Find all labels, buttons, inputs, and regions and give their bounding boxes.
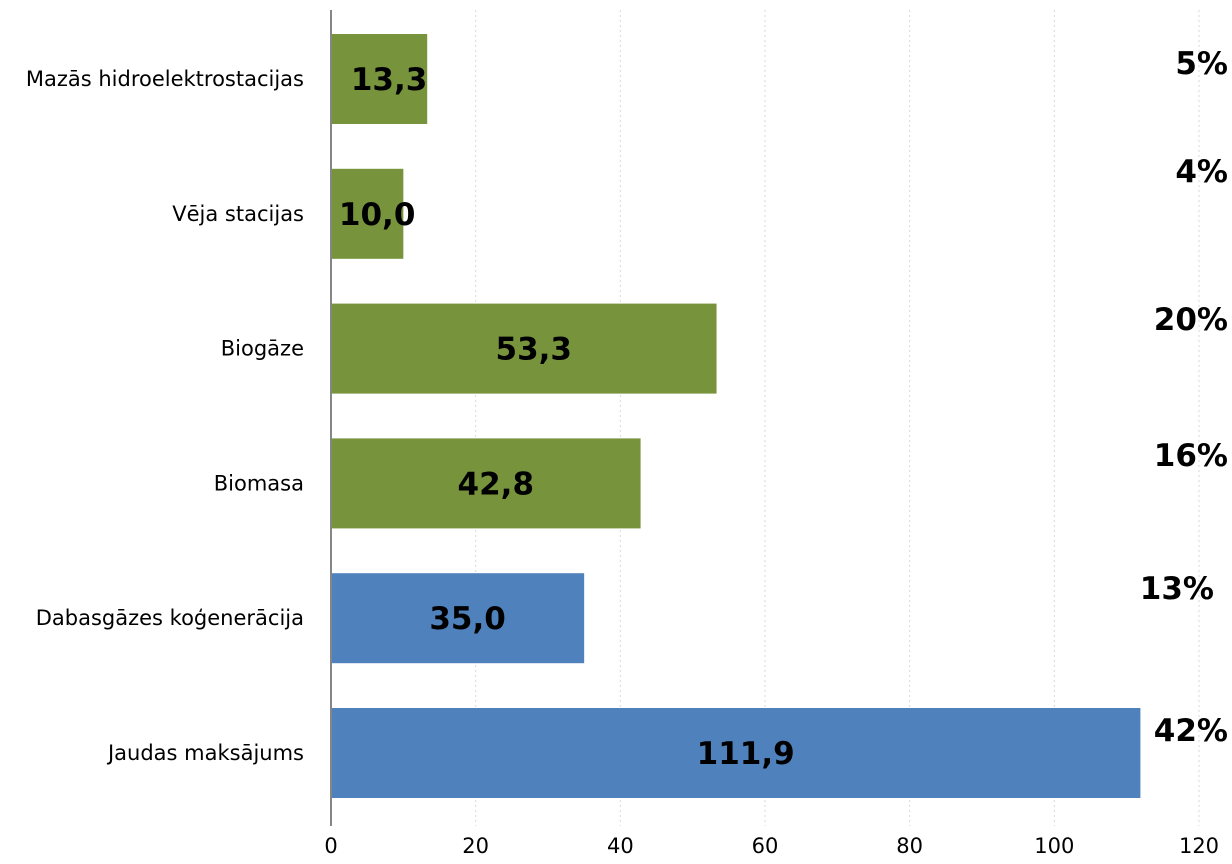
value-label: 10,0 (339, 197, 416, 233)
grid-lines (475, 10, 1200, 826)
percent-label: 20% (1154, 302, 1228, 338)
bar (332, 573, 585, 664)
category-label: Dabasgāzes koģenerācija (36, 606, 304, 630)
x-tick-label: 0 (324, 834, 337, 858)
percent-label: 42% (1154, 713, 1228, 749)
category-label: Vēja stacijas (172, 202, 304, 226)
x-tick-label: 40 (607, 834, 634, 858)
x-tick-label: 80 (896, 834, 923, 858)
x-tick-labels: 0 20 40 60 80 100 120 (324, 834, 1219, 858)
value-label: 53,3 (496, 332, 573, 368)
x-tick-label: 20 (462, 834, 489, 858)
value-labels: 13,3 10,0 53,3 42,8 35,0 111,9 (339, 62, 795, 772)
value-label: 13,3 (351, 62, 428, 98)
bar (332, 168, 404, 259)
value-label: 111,9 (697, 736, 795, 772)
bar (332, 34, 428, 124)
x-tick-label: 120 (1179, 834, 1219, 858)
percent-label: 13% (1140, 571, 1214, 607)
category-label: Mazās hidroelektrostacijas (26, 67, 304, 91)
percent-label: 4% (1175, 154, 1228, 190)
x-tick-label: 60 (752, 834, 779, 858)
bars (332, 34, 1141, 798)
x-tick-label: 100 (1034, 834, 1074, 858)
bar (332, 438, 641, 529)
bar (332, 708, 1141, 798)
percent-label: 16% (1154, 438, 1228, 474)
value-label: 35,0 (429, 601, 506, 637)
bar (332, 303, 717, 394)
category-label: Jaudas maksājums (106, 741, 304, 765)
value-label: 42,8 (458, 466, 535, 502)
percent-labels: 5% 4% 20% 16% 13% 42% (1140, 46, 1228, 749)
percent-label: 5% (1175, 46, 1228, 82)
category-label: Biomasa (214, 471, 304, 495)
category-labels: Mazās hidroelektrostacijas Vēja stacijas B… (26, 67, 304, 765)
category-label: Biogāze (221, 337, 304, 361)
